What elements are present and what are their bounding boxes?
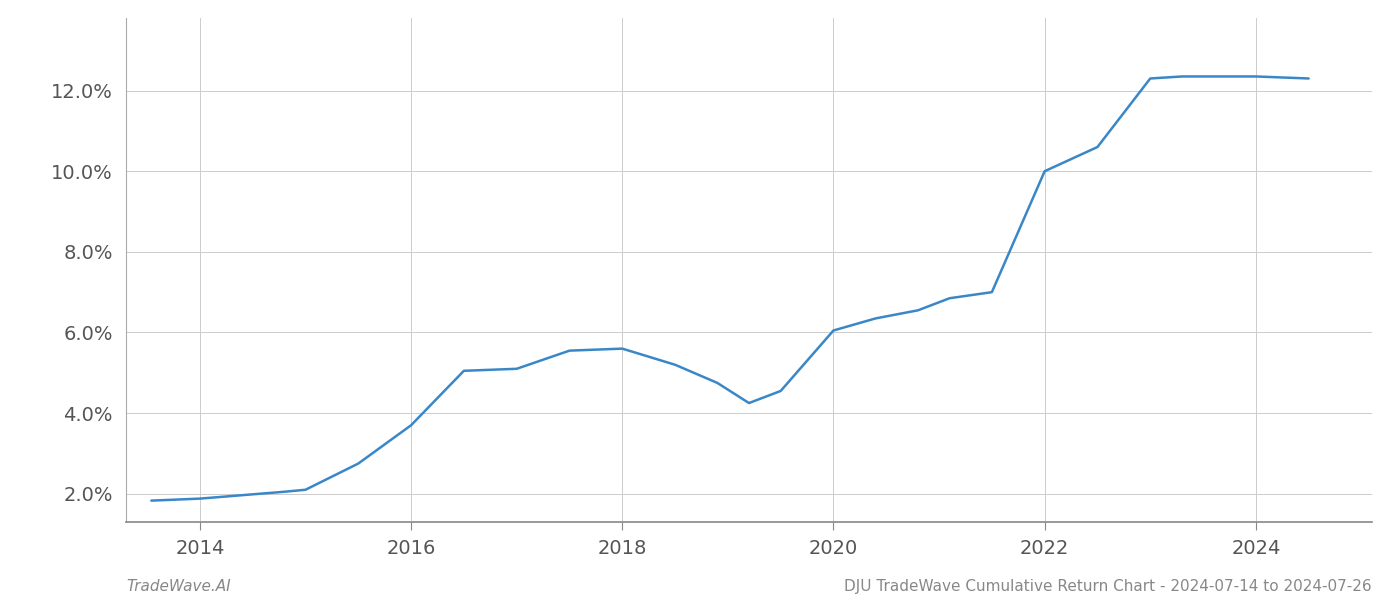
Text: DJU TradeWave Cumulative Return Chart - 2024-07-14 to 2024-07-26: DJU TradeWave Cumulative Return Chart - … (844, 579, 1372, 594)
Text: TradeWave.AI: TradeWave.AI (126, 579, 231, 594)
